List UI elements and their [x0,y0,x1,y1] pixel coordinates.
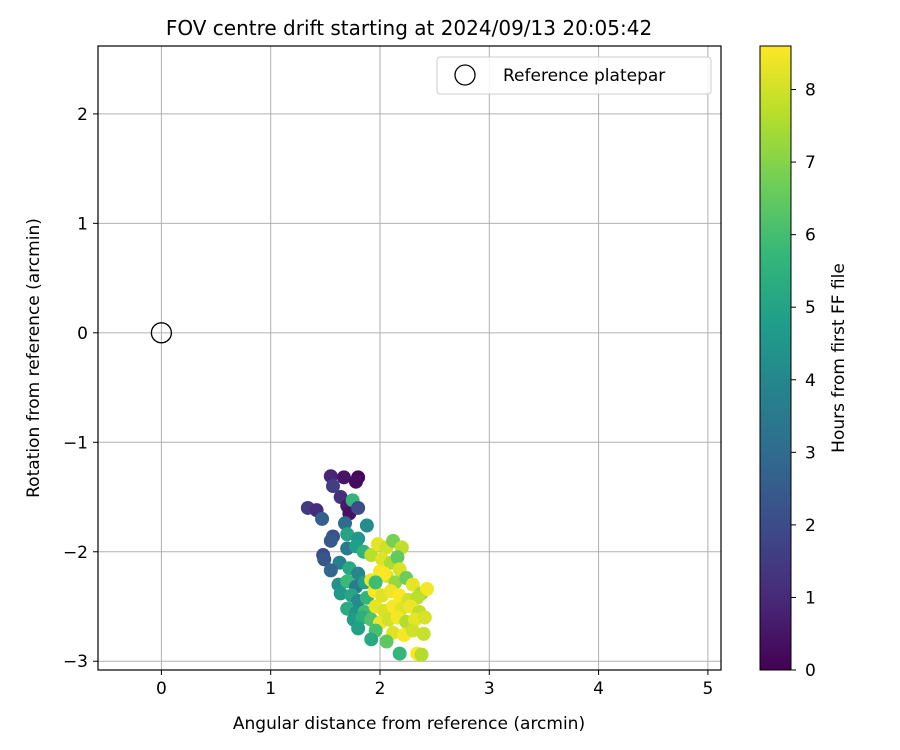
reference-platepar-marker [150,322,173,344]
scatter-point [416,626,431,641]
x-tick-label: 5 [702,679,713,699]
scatter-point [359,518,374,533]
reference-layer [150,322,173,344]
scatter-point [419,581,434,596]
scatter-point [368,575,383,590]
colorbar-gradient [759,45,792,671]
x-axis-label: Angular distance from reference (arcmin) [233,714,585,734]
colorbar-tick-label: 6 [805,226,816,246]
scatter-point [315,511,330,526]
colorbar-tick-label: 2 [805,516,816,536]
colorbar-tick-label: 0 [805,661,816,681]
scatter-point [364,632,379,647]
scatter-point [323,533,338,548]
scatter-point [390,550,405,565]
scatter-point [414,647,429,662]
y-tick-label: −2 [63,543,88,563]
colorbar: 0 1 2 3 4 5 6 7 8 Hours from first FF file [759,45,849,681]
colorbar-tick-label: 5 [805,298,816,318]
scatter-point [405,577,420,592]
y-tick-label: 0 [77,324,88,344]
legend-entry-reference: Reference platepar [503,66,665,86]
scatter-point [351,621,366,636]
colorbar-tick-label: 1 [805,588,816,608]
x-axis-ticks: 0 1 2 3 4 5 [156,670,713,699]
scatter-point [317,552,332,567]
legend: Reference platepar [436,56,712,95]
scatter-point [348,474,363,489]
y-axis-label: Rotation from reference (arcmin) [24,218,44,498]
colorbar-tick-label: 7 [805,153,816,173]
chart-title: FOV centre drift starting at 2024/09/13 … [166,16,652,40]
x-tick-label: 4 [593,679,604,699]
y-tick-label: 1 [77,214,88,234]
scatter-point [377,566,392,581]
x-tick-label: 1 [265,679,276,699]
colorbar-tick-label: 3 [805,443,816,463]
scatter-point [340,527,355,542]
scatter-point [336,470,351,485]
scatter-point [323,563,338,578]
scatter-point [325,479,340,494]
x-tick-label: 2 [375,679,386,699]
colorbar-tick-label: 8 [805,81,816,101]
y-tick-label: −3 [63,652,88,672]
scatter-point [351,500,366,515]
scatter-point [338,516,353,531]
colorbar-ticks: 0 1 2 3 4 5 6 7 8 [791,81,816,681]
scatter-points [300,469,434,662]
scatter-point [417,610,432,625]
scatter-point [379,634,394,649]
scatter-point [364,548,379,563]
plot-frame [97,45,722,671]
colorbar-label: Hours from first FF file [829,263,849,453]
grid-lines [98,46,721,670]
scatter-point [333,586,348,601]
scatter-point [405,623,420,638]
legend-box [436,56,712,95]
y-tick-label: 2 [77,105,88,125]
scatter-point [392,646,407,661]
y-tick-label: −1 [63,433,88,453]
legend-marker-reference [454,64,476,86]
x-tick-label: 0 [156,679,167,699]
colorbar-tick-label: 4 [805,371,816,391]
x-tick-label: 3 [484,679,495,699]
y-axis-ticks: −3 −2 −1 0 1 2 [63,105,98,672]
